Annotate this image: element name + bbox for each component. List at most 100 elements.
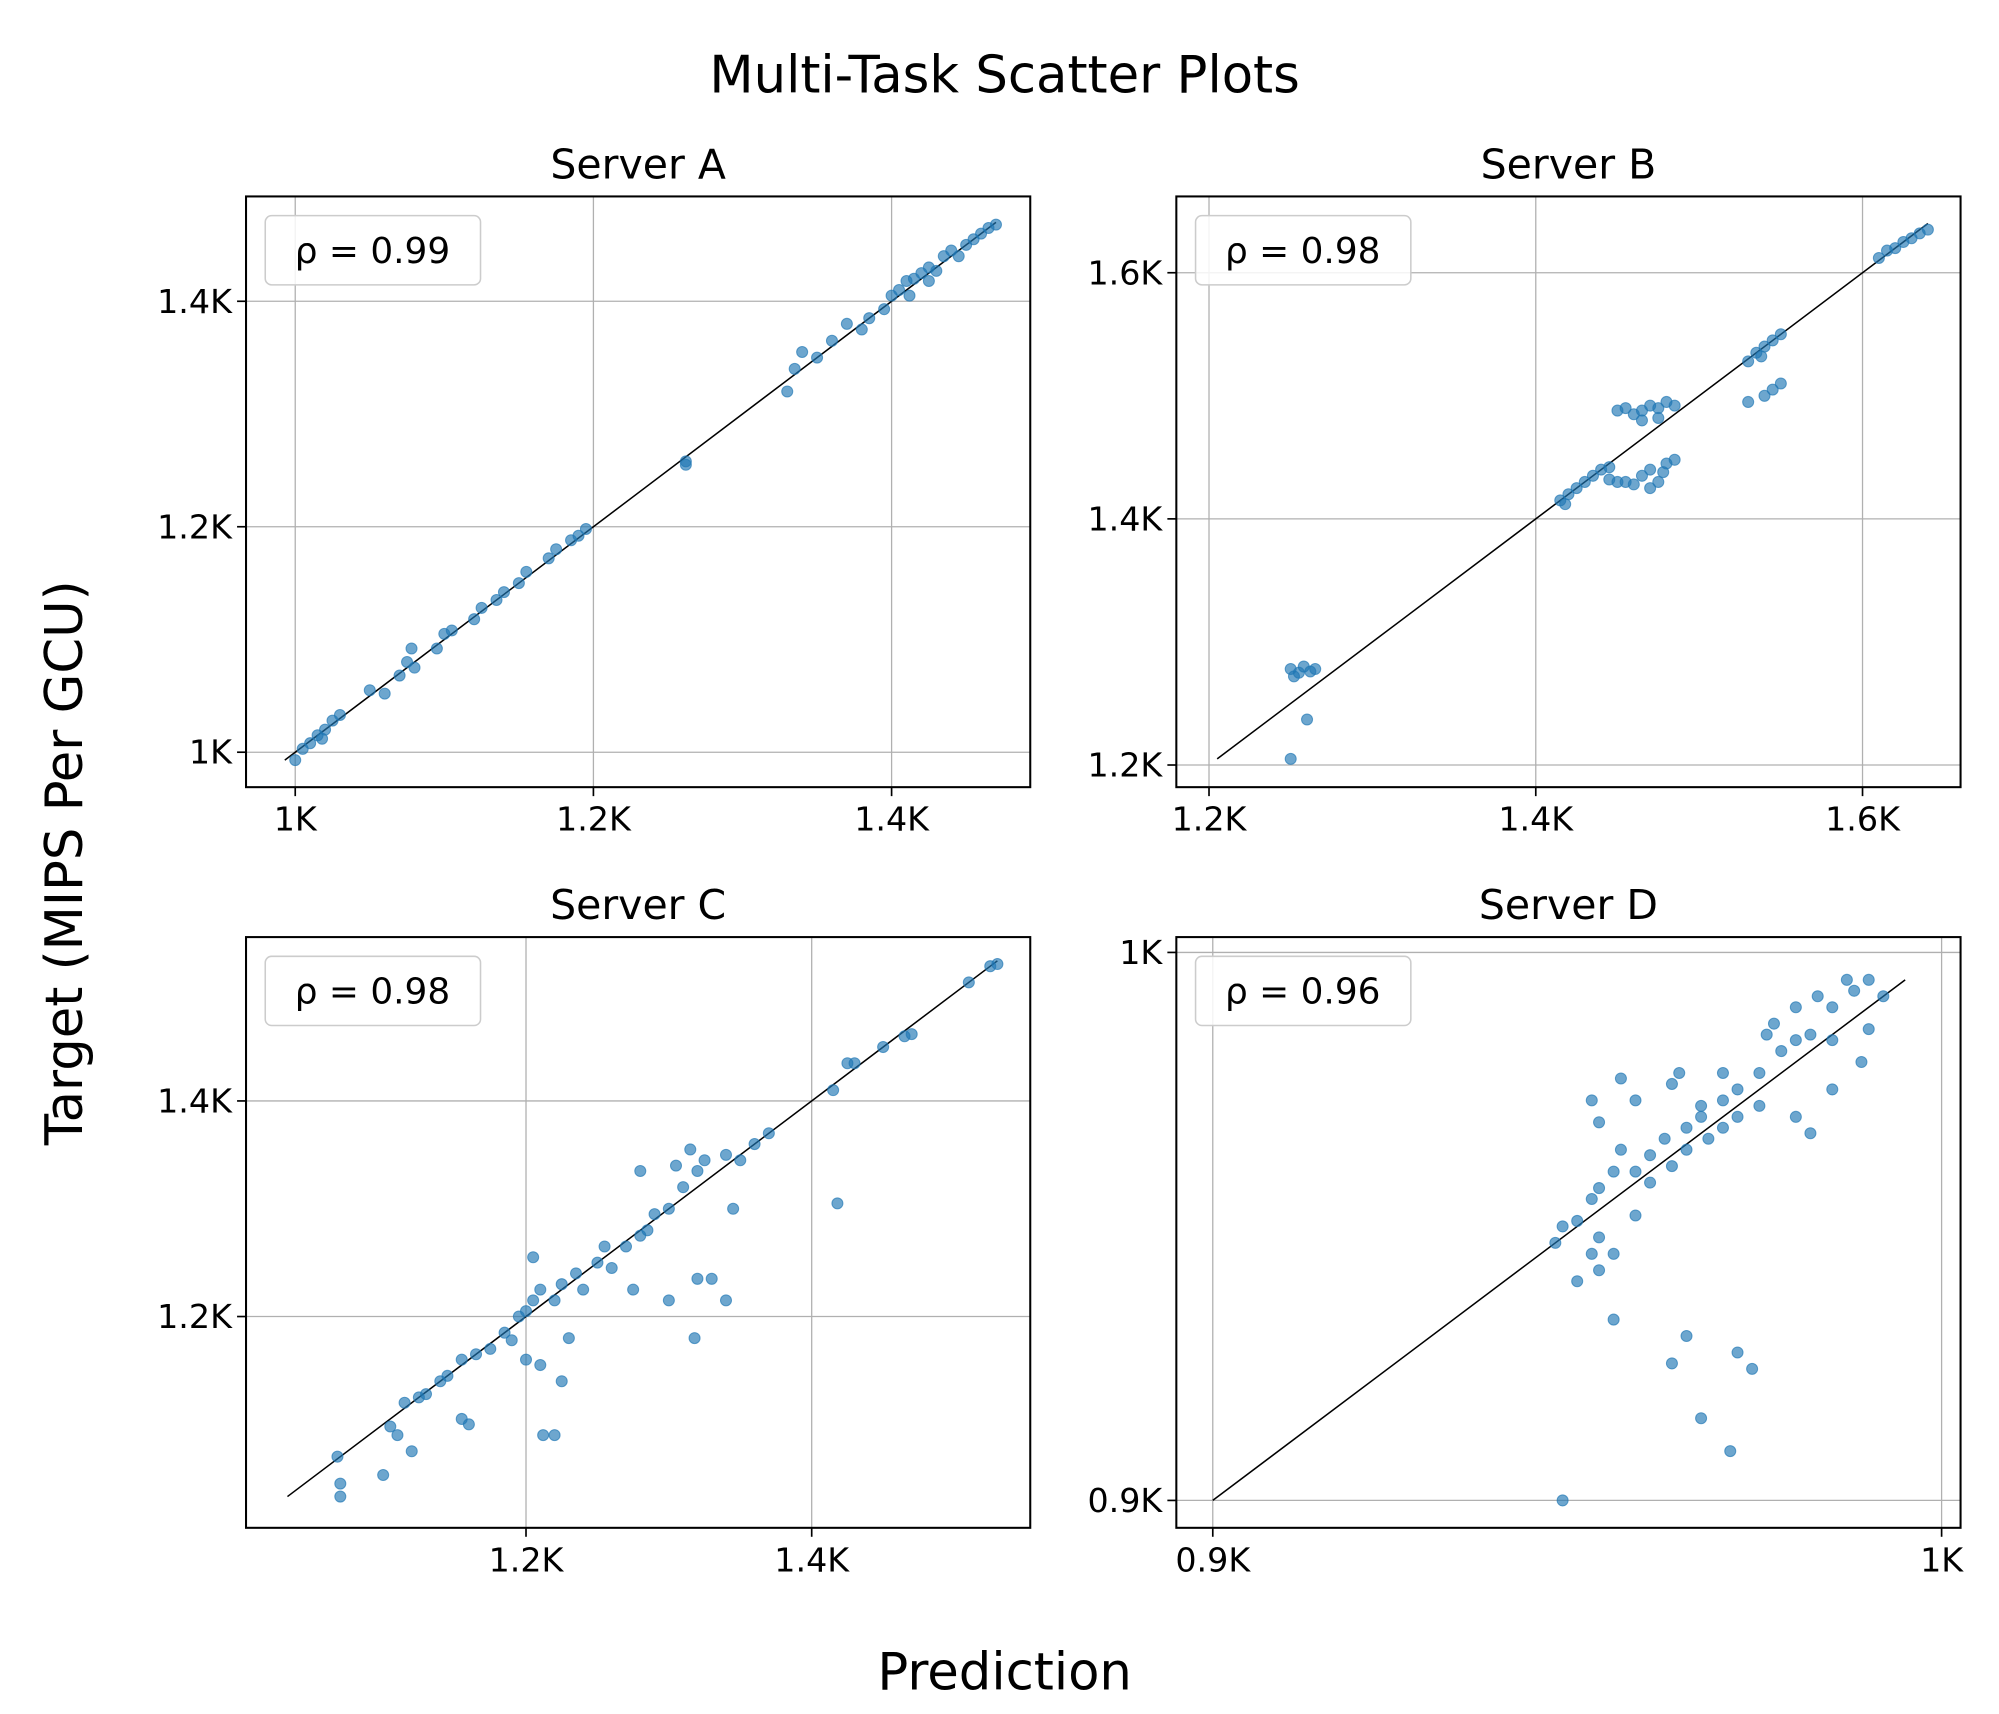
scatter-point [734, 1154, 747, 1167]
scatter-point [781, 385, 794, 398]
scatter-point [1680, 1121, 1693, 1134]
scatter-point [378, 687, 391, 700]
scatter-point [863, 312, 876, 325]
scatter-point [1668, 453, 1681, 466]
scatter-point [1680, 1330, 1693, 1343]
scatter-point [679, 458, 692, 471]
scatter-point [1668, 399, 1681, 412]
subplot-title: Server D [1479, 881, 1658, 929]
scatter-point [648, 1208, 661, 1221]
scatter-point [1716, 1121, 1729, 1134]
scatter-point [577, 1283, 590, 1296]
scatter-point [1556, 1220, 1569, 1233]
scatter-point [555, 1278, 568, 1291]
scatter-point [462, 1418, 475, 1431]
scatter-point [1629, 1165, 1642, 1178]
scatter-point [1673, 1066, 1686, 1080]
scatter-point [627, 1283, 640, 1296]
y-tick-label: 1.4K [157, 282, 233, 321]
scatter-point [534, 1359, 547, 1372]
scatter-point [1607, 1165, 1620, 1178]
scatter-point [1556, 1494, 1569, 1507]
scatter-point [1695, 1110, 1708, 1123]
scatter-point [1627, 478, 1640, 491]
annotation-box [264, 955, 482, 1027]
scatter-point [677, 1181, 690, 1194]
scatter-point [1742, 355, 1755, 368]
scatter-point [331, 1450, 344, 1463]
scatter-point [1559, 498, 1572, 511]
scatter-point [698, 1154, 711, 1167]
figure-title: Multi-Task Scatter Plots [709, 46, 1299, 106]
scatter-point [537, 1429, 550, 1442]
scatter-point [550, 543, 563, 556]
scatter-point [877, 1041, 890, 1054]
scatter-point [591, 1256, 604, 1269]
scatter-point [469, 1348, 483, 1361]
scatter-point [534, 1283, 547, 1296]
annotation-box [1194, 214, 1412, 286]
scatter-point [831, 1197, 844, 1210]
x-tick-label: 1.4K [774, 1540, 850, 1579]
scatter-point [405, 1445, 418, 1458]
scatter-point [788, 362, 801, 375]
scatter-point [1603, 461, 1616, 474]
scatter-point [1767, 1017, 1780, 1030]
scatter-point [555, 1375, 568, 1388]
scatter-point [669, 1159, 683, 1172]
scatter-point [475, 601, 488, 614]
scatter-point [548, 1429, 561, 1442]
scatter-point [903, 289, 916, 302]
scatter-point [684, 1143, 697, 1156]
scatter-point [1571, 1214, 1584, 1227]
scatter-point [1657, 466, 1670, 479]
scatter-point [922, 274, 935, 288]
scatter-point [1889, 242, 1902, 255]
scatter-point [691, 1272, 704, 1285]
scatter-point [1585, 1094, 1598, 1107]
scatter-point [719, 1148, 733, 1161]
scatter-point [377, 1468, 390, 1482]
scatter-point [1755, 350, 1768, 363]
scatter-point [930, 264, 943, 277]
y-tick-label: 1.4K [1087, 499, 1163, 538]
scatter-point [579, 522, 592, 536]
scatter-point [1848, 984, 1861, 997]
scatter-point [333, 708, 346, 722]
scatter-point [334, 1477, 347, 1490]
y-axis-label: Target (MIPS Per GCU) [35, 580, 95, 1146]
scatter-point [1549, 1236, 1562, 1249]
reference-line [284, 221, 997, 761]
scatter-point [1695, 1099, 1708, 1112]
y-tick-label: 0.9K [1087, 1481, 1163, 1520]
scatter-point [1804, 1028, 1817, 1041]
subplot: Server A 1K 1.2K 1.4K 1K 1.2K 1.4K ρ = 0.99 [157, 140, 1032, 839]
scatter-point [1742, 395, 1755, 408]
x-axis-label: Prediction [877, 1642, 1132, 1702]
scatter-point [393, 669, 406, 682]
axes-frame [245, 936, 1032, 1529]
scatter-point [569, 1267, 583, 1280]
scatter-point [1301, 713, 1314, 726]
scatter-point [848, 1057, 861, 1070]
y-tick-label: 1.6K [1087, 253, 1163, 292]
scatter-point [519, 1353, 533, 1366]
scatter-point [1789, 1110, 1802, 1123]
scatter-point [619, 1240, 633, 1253]
scatter-point [334, 1490, 347, 1503]
x-tick-label: 1K [1920, 1540, 1964, 1579]
scatter-point [1731, 1110, 1744, 1123]
scatter-point [1753, 1099, 1766, 1112]
scatter-point [527, 1294, 540, 1307]
scatter-point [952, 250, 965, 263]
scatter-point [1826, 1083, 1839, 1096]
annotation-box [264, 214, 482, 286]
scatter-point [1619, 402, 1632, 415]
scatter-point [634, 1164, 647, 1178]
scatter-point [548, 1294, 561, 1307]
scatter-point [727, 1202, 740, 1215]
scatter-point [455, 1353, 468, 1366]
scatter-point [289, 754, 302, 767]
scatter-point [1826, 1001, 1839, 1014]
